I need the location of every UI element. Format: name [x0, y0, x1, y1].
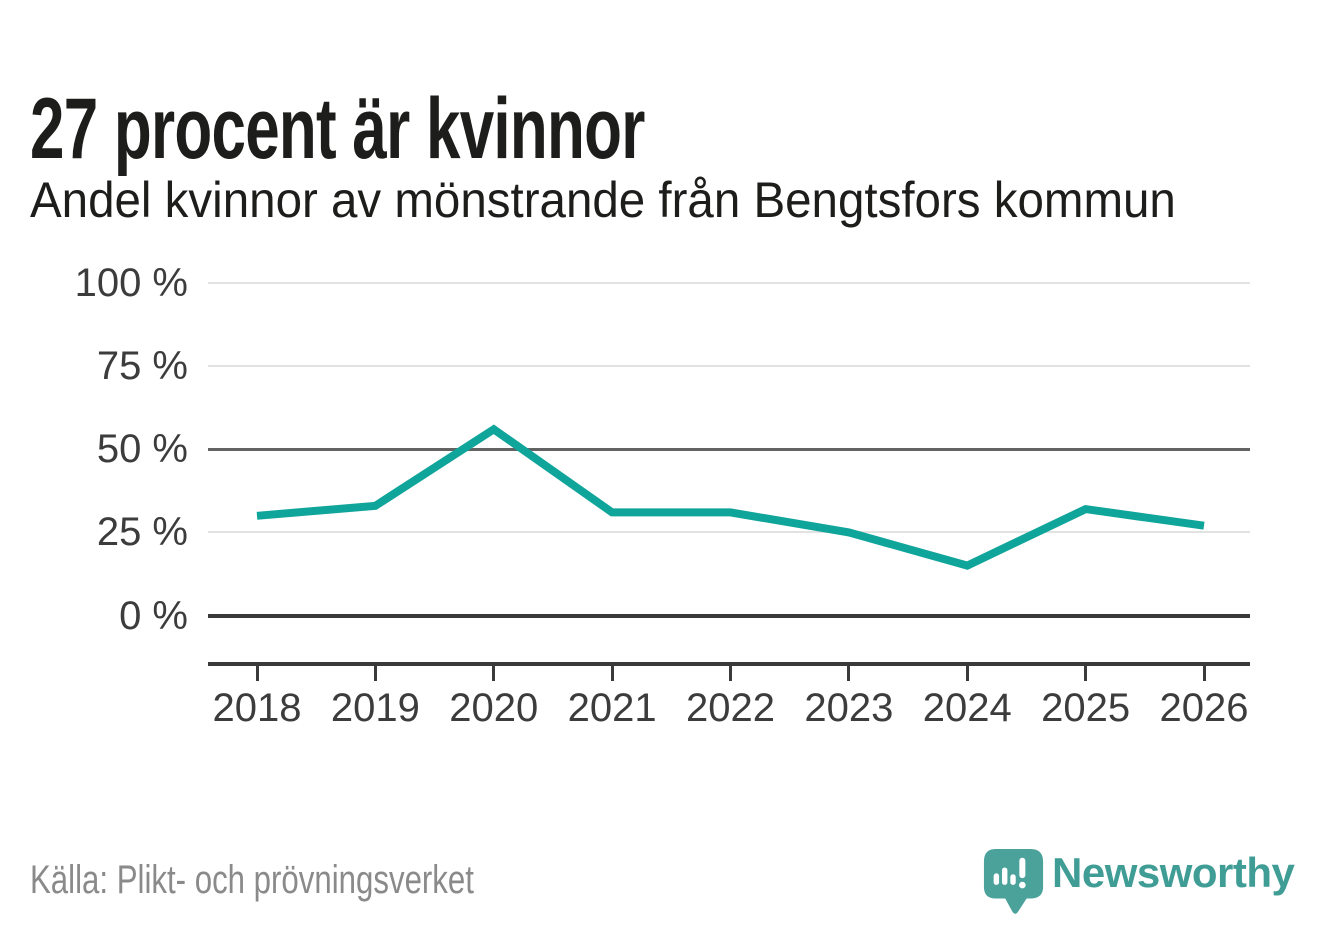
gridline-0	[208, 613, 1250, 618]
gridline-50	[208, 447, 1250, 451]
y-tick-label: 75 %	[96, 344, 188, 389]
data-line	[256, 424, 1205, 570]
x-tick-label: 2022	[686, 686, 775, 730]
x-tick-label: 2024	[922, 686, 1012, 730]
brand-wordmark: Newsworthy	[1052, 849, 1295, 896]
x-tick-label: 2021	[567, 686, 657, 730]
chart-title: 27 procent är kvinnor	[30, 80, 645, 177]
x-tick-mark	[373, 666, 377, 681]
gridline-25	[208, 531, 1250, 534]
x-tick-mark	[1084, 666, 1088, 681]
y-tick-label: 25 %	[96, 510, 188, 555]
x-axis-line	[208, 662, 1250, 666]
brand-footer: Newsworthy	[982, 845, 1295, 917]
source-note: Källa: Plikt- och prövningsverket	[30, 858, 474, 902]
x-tick-label: 2023	[804, 686, 894, 730]
chart-subtitle: Andel kvinnor av mönstrande från Bengtsf…	[30, 172, 1176, 228]
y-tick-label: 100 %	[74, 261, 188, 305]
x-tick-label: 2020	[449, 686, 539, 730]
x-tick-label: 2019	[330, 686, 420, 730]
x-tick-mark	[255, 666, 259, 681]
x-tick-label: 2026	[1159, 686, 1249, 730]
y-tick-label: 0 %	[119, 593, 188, 638]
x-tick-label: 2018	[212, 686, 302, 730]
x-tick-mark	[1202, 666, 1206, 681]
x-tick-mark	[847, 666, 851, 681]
gridline-75	[208, 365, 1250, 368]
x-tick-mark	[965, 666, 969, 681]
x-tick-label: 2025	[1041, 686, 1131, 730]
x-tick-mark	[729, 666, 732, 681]
newsworthy-logo-icon	[983, 849, 1044, 914]
x-tick-mark	[610, 666, 614, 681]
y-tick-label: 50 %	[96, 427, 188, 472]
gridline-100	[208, 282, 1250, 284]
x-tick-mark	[492, 666, 496, 681]
line-series	[256, 424, 1205, 570]
